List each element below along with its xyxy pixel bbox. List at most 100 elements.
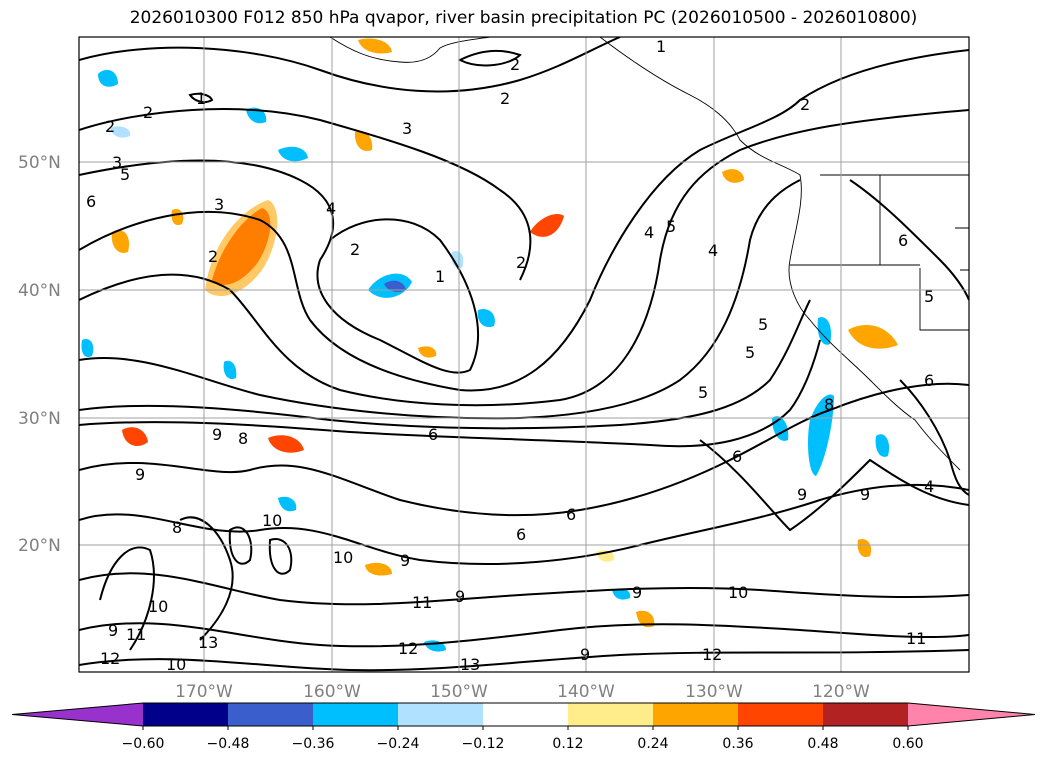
- contour-label: 8: [238, 429, 248, 448]
- contour-line-4: [79, 109, 969, 407]
- contour-line-3: [79, 108, 532, 281]
- contour-line-1: [188, 92, 214, 104]
- colorbar-segment: [568, 703, 653, 726]
- contour-label: 6: [924, 371, 934, 390]
- contour-line-9: [99, 546, 155, 651]
- contour-label: 1: [656, 37, 666, 56]
- contour-label: 11: [906, 629, 926, 648]
- contour-label: 13: [198, 633, 218, 652]
- contour-line-6: [79, 339, 821, 448]
- colorbar-segment: [653, 703, 738, 726]
- contour-label: 12: [702, 645, 722, 664]
- contour-label: 10: [728, 583, 748, 602]
- contour-label: 9: [135, 465, 145, 484]
- colorbar-segment: [313, 703, 398, 726]
- contour-label: 10: [262, 511, 282, 530]
- contour-label: 9: [860, 485, 870, 504]
- contour-label: 5: [120, 165, 130, 184]
- contour-label: 5: [924, 287, 934, 306]
- contour-line-12: [79, 649, 969, 672]
- map-panel: [79, 37, 969, 672]
- lat-label-30n: 30°N: [18, 409, 61, 429]
- contour-line-2: [79, 159, 479, 374]
- lat-label-40n: 40°N: [18, 281, 61, 301]
- positive-anomaly-shade: [122, 427, 148, 446]
- contour-label: 9: [400, 551, 410, 570]
- negative-anomaly-shade: [384, 280, 406, 292]
- colorbar-extend-min: [12, 703, 143, 726]
- contour-label: 5: [758, 315, 768, 334]
- contour-line-9: [699, 439, 969, 532]
- contour-label: 4: [644, 223, 654, 242]
- positive-anomaly-shade: [848, 325, 898, 349]
- contour-label: 9: [455, 587, 465, 606]
- contour-label: 3: [402, 119, 412, 138]
- contour-line-4: [79, 49, 969, 392]
- lon-label-170w: 170°W: [175, 682, 233, 702]
- positive-anomaly-shade: [722, 169, 744, 183]
- contour-label: 6: [516, 525, 526, 544]
- lon-label-120w: 120°W: [812, 682, 870, 702]
- negative-anomaly-shade: [278, 146, 308, 162]
- coastlines: [329, 37, 969, 471]
- contour-line-5: [79, 179, 801, 420]
- contour-line-10: [268, 538, 293, 575]
- lat-label-20n: 20°N: [18, 536, 61, 556]
- colorbar-segment: [398, 703, 483, 726]
- alaska-coastline: [329, 37, 491, 63]
- contour-line-5: [79, 299, 811, 430]
- contour-label: 10: [166, 655, 186, 674]
- lat-label-50n: 50°N: [18, 153, 61, 173]
- state-borders: [955, 227, 969, 271]
- colorbar-segment: [228, 703, 313, 726]
- contour-label: 12: [398, 639, 418, 658]
- lon-label-130w: 130°W: [685, 682, 743, 702]
- map-title: 2026010300 F012 850 hPa qvapor, river ba…: [129, 8, 918, 28]
- contour-line-1: [457, 49, 522, 67]
- contour-label: 2: [208, 247, 218, 266]
- contour-label: 9: [108, 621, 118, 640]
- negative-anomaly-shade: [110, 126, 131, 138]
- contour-label: 6: [86, 192, 96, 211]
- contour-label: 2: [143, 103, 153, 122]
- colorbar-segment: [738, 703, 823, 726]
- positive-anomaly-shade: [418, 346, 437, 358]
- contour-label: 6: [732, 447, 742, 466]
- contour-label: 3: [112, 153, 122, 172]
- latitude-labels: 50°N 40°N 30°N 20°N: [18, 153, 61, 556]
- contour-label: 11: [126, 625, 146, 644]
- contour-label: 12: [100, 649, 120, 668]
- colorbar: −0.60 −0.48 −0.36 −0.24 −0.12 0.12 0.24 0.36 0.4…: [11, 702, 1036, 752]
- positive-anomaly-shade: [111, 230, 130, 253]
- contour-label: 8: [824, 395, 834, 414]
- positive-anomaly-shade: [530, 213, 564, 237]
- contour-label: 13: [460, 655, 480, 674]
- colorbar-tick-label: 0.12: [552, 736, 583, 752]
- contour-label: 9: [580, 645, 590, 664]
- contour-line-11: [79, 622, 969, 648]
- negative-anomaly-shade: [875, 434, 890, 457]
- contour-labels: 2 2 2 2 2 2 2 2 1 1 1 3 3 3 4 4 4 4 5 5 …: [86, 37, 934, 674]
- contour-label: 2: [350, 240, 360, 259]
- contour-label: 10: [333, 548, 353, 567]
- contour-label: 8: [172, 518, 182, 537]
- negative-anomaly-shade: [451, 250, 464, 269]
- contour-label: 2: [105, 117, 115, 136]
- colorbar-tick-label: 0.36: [722, 736, 753, 752]
- negative-anomaly-shade: [81, 338, 94, 358]
- negative-anomaly-shade: [808, 394, 834, 476]
- negative-anomaly-shade: [98, 69, 118, 87]
- positive-anomaly-shade: [354, 130, 373, 152]
- contour-line-6: [79, 382, 969, 517]
- contour-line-8: [228, 526, 253, 565]
- contour-label: 10: [148, 597, 168, 616]
- positive-anomaly-shade: [205, 200, 278, 297]
- lon-label-160w: 160°W: [303, 682, 361, 702]
- contour-line-6: [899, 379, 969, 496]
- positive-anomaly-shade: [358, 38, 392, 54]
- contour-label: 9: [632, 583, 642, 602]
- colorbar-tick-label: −0.24: [377, 736, 420, 752]
- colorbar-tick-label: −0.12: [462, 736, 505, 752]
- negative-anomaly-shade: [477, 308, 495, 328]
